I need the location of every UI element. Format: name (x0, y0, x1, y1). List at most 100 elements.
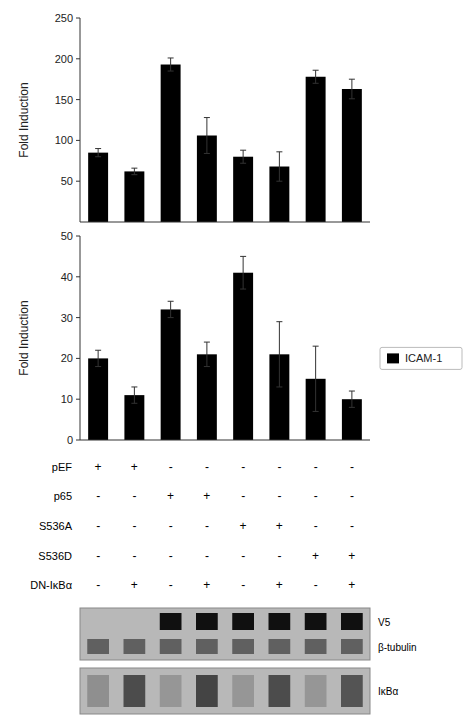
y-tick (76, 236, 80, 237)
error-cap (168, 57, 174, 58)
y-axis-line (80, 236, 81, 440)
error-stem (315, 70, 316, 83)
table-cell: - (132, 489, 136, 503)
y-tick (76, 181, 80, 182)
table-cell: + (348, 549, 355, 563)
y-tick-label: 200 (55, 53, 73, 65)
blot-label: β-tubulin (378, 642, 417, 653)
y-tick (76, 399, 80, 400)
bar (124, 171, 144, 222)
legend-swatch (387, 353, 399, 363)
table-cell: - (350, 460, 354, 474)
error-cap (204, 153, 210, 154)
table: pEF++------p65--++----S536A----++--S536D… (30, 460, 355, 592)
table-cell: - (314, 578, 318, 592)
table-cell: - (169, 460, 173, 474)
error-stem (98, 149, 99, 157)
y-tick-label: 150 (55, 94, 73, 106)
table-cell: - (205, 549, 209, 563)
error-bar (131, 168, 137, 175)
table-cell: - (314, 489, 318, 503)
error-cap (131, 174, 137, 175)
error-cap (131, 403, 137, 404)
blot-band (269, 613, 291, 630)
bars (88, 58, 362, 222)
error-bar (95, 149, 101, 157)
error-stem (351, 391, 352, 407)
blot-band (341, 675, 363, 707)
table-cell: - (169, 549, 173, 563)
y-axis-line (80, 18, 81, 222)
blot-band (232, 675, 254, 707)
table-cell: - (96, 489, 100, 503)
blot-band (196, 675, 218, 707)
error-bar (313, 346, 319, 411)
legend-label: ICAM-1 (405, 352, 442, 364)
error-stem (134, 387, 135, 403)
table-cell: - (277, 460, 281, 474)
blot-band (124, 613, 146, 630)
y-tick-label: 10 (61, 393, 73, 405)
error-cap (95, 350, 101, 351)
bar (161, 309, 181, 440)
error-cap (349, 79, 355, 80)
error-stem (170, 301, 171, 317)
blot-band (87, 613, 109, 630)
table-cell: - (169, 519, 173, 533)
table-row-label: S536A (39, 520, 73, 532)
error-bar (349, 79, 355, 99)
y-tick-label: 250 (55, 12, 73, 24)
error-bar (168, 58, 174, 71)
table-row-label: pEF (52, 461, 72, 473)
error-stem (279, 152, 280, 181)
y-tick-label: 0 (67, 434, 73, 446)
blot-band (305, 613, 327, 630)
table-cell: + (167, 489, 174, 503)
bar (88, 153, 108, 222)
table-cell: - (277, 489, 281, 503)
table-cell: - (241, 549, 245, 563)
y-axis-label: Fold Induction (17, 82, 31, 157)
bar (161, 65, 181, 222)
table-cell: - (205, 519, 209, 533)
error-cap (313, 411, 319, 412)
y-tick-label: 20 (61, 352, 73, 364)
table-cell: - (314, 460, 318, 474)
error-cap (349, 98, 355, 99)
blot-band (160, 613, 182, 630)
table-cell: + (312, 549, 319, 563)
bar (233, 157, 253, 222)
x-axis-line (80, 440, 370, 441)
blot-band (341, 613, 363, 630)
error-cap (131, 386, 137, 387)
error-bar (313, 70, 319, 83)
blot-label: IκBα (378, 686, 398, 697)
error-stem (206, 118, 207, 154)
bar-chart: 50100150200250Fold Induction (17, 12, 370, 222)
bar (306, 77, 326, 222)
y-tick (76, 18, 80, 19)
table-cell: - (96, 578, 100, 592)
blot-band (269, 639, 291, 654)
y-tick (76, 58, 80, 59)
error-cap (349, 391, 355, 392)
blot-band (87, 675, 109, 707)
error-cap (204, 342, 210, 343)
y-tick (76, 140, 80, 141)
table-cell: + (95, 460, 102, 474)
table-cell: - (169, 578, 173, 592)
table-cell: + (276, 578, 283, 592)
table-cell: + (131, 460, 138, 474)
error-cap (276, 151, 282, 152)
error-cap (131, 168, 137, 169)
error-cap (204, 366, 210, 367)
blot-band (87, 639, 109, 654)
table-cell: + (203, 489, 210, 503)
table-row-label: DN-IκBα (30, 579, 72, 591)
error-cap (313, 83, 319, 84)
bar (233, 273, 253, 440)
blot-band (232, 639, 254, 654)
blot-band (196, 639, 218, 654)
blot-membrane (80, 668, 370, 714)
error-bar (240, 150, 246, 163)
